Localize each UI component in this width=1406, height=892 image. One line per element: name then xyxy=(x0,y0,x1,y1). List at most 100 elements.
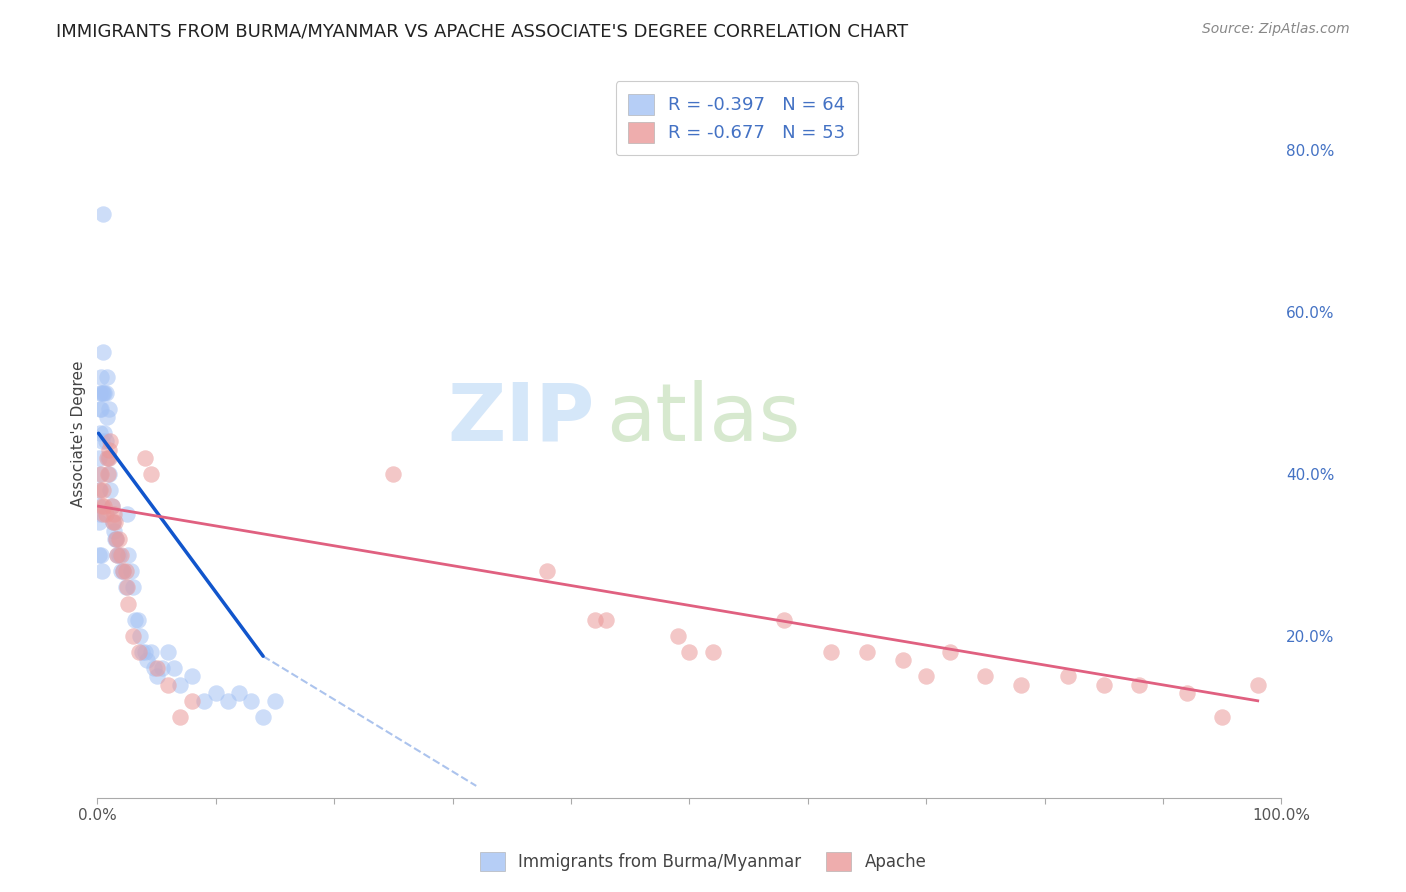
Point xyxy=(107,532,129,546)
Point xyxy=(702,645,724,659)
Point xyxy=(87,500,110,514)
Point xyxy=(939,645,962,659)
Legend: R = -0.397   N = 64, R = -0.677   N = 53: R = -0.397 N = 64, R = -0.677 N = 53 xyxy=(616,81,858,155)
Point xyxy=(117,548,139,562)
Legend: Immigrants from Burma/Myanmar, Apache: Immigrants from Burma/Myanmar, Apache xyxy=(471,843,935,880)
Point xyxy=(90,369,112,384)
Text: Source: ZipAtlas.com: Source: ZipAtlas.com xyxy=(1202,22,1350,37)
Point xyxy=(87,483,110,497)
Point xyxy=(1092,677,1115,691)
Point xyxy=(97,450,120,465)
Point xyxy=(240,694,263,708)
Point xyxy=(87,450,110,465)
Point xyxy=(101,516,124,530)
Point xyxy=(1247,677,1270,691)
Point xyxy=(104,532,127,546)
Point xyxy=(114,580,136,594)
Point xyxy=(163,661,186,675)
Point xyxy=(110,564,132,578)
Point xyxy=(856,645,879,659)
Point xyxy=(820,645,842,659)
Point xyxy=(114,564,136,578)
Point xyxy=(93,426,115,441)
Point xyxy=(100,500,122,514)
Point xyxy=(252,710,274,724)
Point xyxy=(134,645,156,659)
Text: ZIP: ZIP xyxy=(447,380,595,458)
Point xyxy=(228,686,250,700)
Point xyxy=(217,694,239,708)
Point xyxy=(98,442,121,457)
Point xyxy=(89,483,111,497)
Point xyxy=(145,669,167,683)
Point xyxy=(112,564,135,578)
Point xyxy=(112,564,135,578)
Point xyxy=(91,207,114,221)
Point xyxy=(128,645,150,659)
Point xyxy=(89,426,111,441)
Point xyxy=(678,645,700,659)
Point xyxy=(181,694,204,708)
Point xyxy=(90,467,112,481)
Point xyxy=(181,669,204,683)
Point xyxy=(536,564,558,578)
Point xyxy=(105,532,128,546)
Point xyxy=(127,613,149,627)
Point xyxy=(98,401,121,416)
Point xyxy=(915,669,938,683)
Text: IMMIGRANTS FROM BURMA/MYANMAR VS APACHE ASSOCIATE'S DEGREE CORRELATION CHART: IMMIGRANTS FROM BURMA/MYANMAR VS APACHE … xyxy=(56,22,908,40)
Point xyxy=(143,661,166,675)
Point xyxy=(89,467,111,481)
Point xyxy=(131,645,153,659)
Point xyxy=(139,645,162,659)
Point xyxy=(169,710,191,724)
Point xyxy=(974,669,997,683)
Point xyxy=(91,564,114,578)
Point xyxy=(91,434,114,449)
Point xyxy=(129,629,152,643)
Point xyxy=(134,450,156,465)
Point xyxy=(96,369,118,384)
Point xyxy=(98,467,121,481)
Point xyxy=(98,450,121,465)
Point xyxy=(100,500,122,514)
Point xyxy=(1010,677,1032,691)
Point xyxy=(107,548,129,562)
Point xyxy=(595,613,617,627)
Point xyxy=(90,401,112,416)
Point xyxy=(103,524,125,538)
Point xyxy=(107,548,129,562)
Point xyxy=(93,385,115,400)
Text: atlas: atlas xyxy=(606,380,801,458)
Point xyxy=(97,467,120,481)
Point xyxy=(1175,686,1198,700)
Point xyxy=(152,661,174,675)
Point xyxy=(100,434,122,449)
Point xyxy=(204,686,226,700)
Point xyxy=(169,677,191,691)
Point xyxy=(120,564,142,578)
Point xyxy=(773,613,796,627)
Point xyxy=(124,613,146,627)
Point xyxy=(96,450,118,465)
Point xyxy=(94,508,117,522)
Point xyxy=(90,548,112,562)
Point xyxy=(122,629,145,643)
Point xyxy=(193,694,215,708)
Point xyxy=(157,677,180,691)
Point xyxy=(382,467,405,481)
Point xyxy=(115,508,138,522)
Point xyxy=(103,508,125,522)
Point xyxy=(91,345,114,359)
Point xyxy=(115,580,138,594)
Point xyxy=(122,580,145,594)
Point xyxy=(91,500,114,514)
Point xyxy=(1211,710,1233,724)
Y-axis label: Associate's Degree: Associate's Degree xyxy=(72,360,86,507)
Point xyxy=(264,694,287,708)
Point xyxy=(101,516,124,530)
Point xyxy=(91,483,114,497)
Point xyxy=(91,385,114,400)
Point xyxy=(94,385,117,400)
Point xyxy=(1057,669,1080,683)
